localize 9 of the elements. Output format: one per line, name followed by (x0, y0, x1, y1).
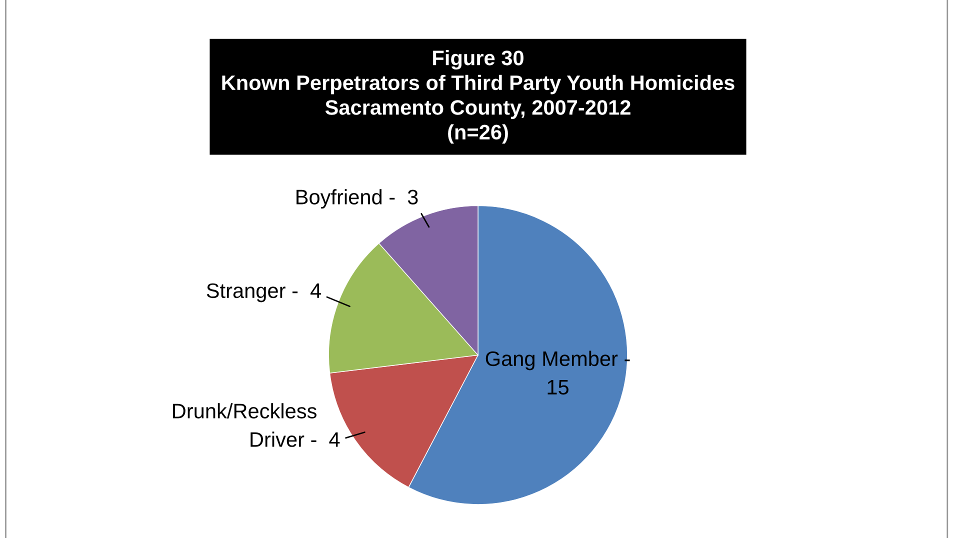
slice-label: Drunk/Reckless Driver - (173, 403, 316, 447)
slice-label: Stranger - (206, 283, 298, 302)
chart-title: Figure 30 Known Perpetrators of Third Party Youth Homicides Sacramento County, 2007-2012 (n=26) (222, 50, 734, 144)
data-label: 3 (408, 190, 418, 204)
data-label: 15 (548, 380, 568, 395)
slice-label: Gang Member - (486, 350, 630, 370)
slice-label: Boyfriend - (296, 189, 395, 209)
data-label: 4 (310, 284, 321, 298)
data-label: 4 (329, 432, 340, 447)
